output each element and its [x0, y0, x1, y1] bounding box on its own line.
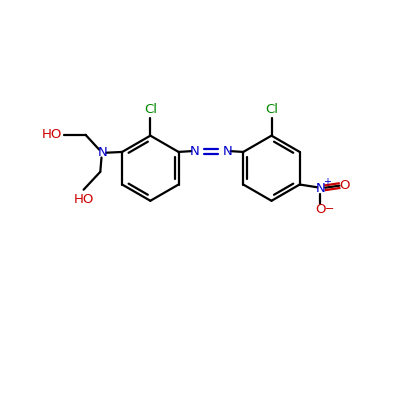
- Text: HO: HO: [74, 194, 94, 206]
- Text: N: N: [190, 145, 199, 158]
- Text: HO: HO: [42, 128, 62, 141]
- Text: +: +: [323, 177, 331, 187]
- Text: Cl: Cl: [144, 102, 157, 116]
- Text: Cl: Cl: [265, 102, 278, 116]
- Text: −: −: [324, 204, 334, 214]
- Text: N: N: [98, 146, 107, 159]
- Text: N: N: [316, 182, 325, 195]
- Text: O: O: [315, 203, 326, 216]
- Text: N: N: [222, 145, 232, 158]
- Text: O: O: [339, 179, 350, 192]
